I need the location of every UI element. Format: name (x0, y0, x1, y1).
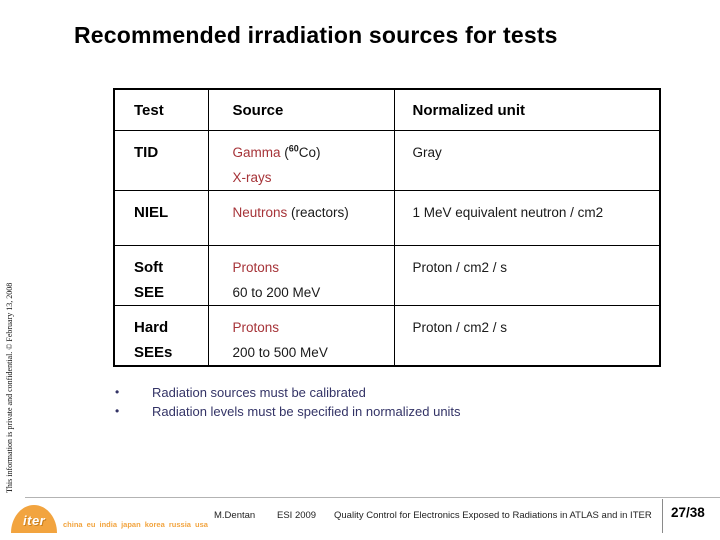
table-header-row: Test Source Normalized unit (113, 88, 661, 131)
table-row-soft-see: Soft SEE Protons 60 to 200 MeV Proton / … (113, 245, 661, 306)
footer-presentation-title: Quality Control for Electronics Exposed … (334, 510, 652, 521)
table-row-tid: TID Gamma (60Co) X-rays Gray (113, 130, 661, 191)
source-cell: Gamma (60Co) X-rays (207, 130, 395, 191)
unit-cell: Proton / cm2 / s (393, 305, 661, 367)
test-cell: TID (113, 130, 209, 191)
confidentiality-note: This information is private and confiden… (5, 282, 14, 493)
table-row-niel: NIEL Neutrons (reactors) 1 MeV equivalen… (113, 190, 661, 246)
source-cell: Protons 60 to 200 MeV (207, 245, 395, 306)
page-number-divider (662, 499, 663, 533)
test-cell: NIEL (113, 190, 209, 246)
bullet-list: • Radiation sources must be calibrated •… (115, 383, 461, 421)
unit-cell: 1 MeV equivalent neutron / cm2 (393, 190, 661, 246)
bullet-item: • Radiation levels must be specified in … (115, 404, 461, 419)
iter-member-states: china eu india japan korea russia usa (63, 520, 208, 529)
footer-author: M.Dentan (214, 510, 256, 521)
bullet-item: • Radiation sources must be calibrated (115, 385, 366, 400)
page-title: Recommended irradiation sources for test… (74, 22, 558, 48)
unit-cell: Proton / cm2 / s (393, 245, 661, 306)
bullet-icon: • (115, 385, 120, 399)
bullet-icon: • (115, 404, 120, 418)
footer-event: ESI 2009 (277, 510, 317, 521)
column-header-normalized-unit: Normalized unit (393, 88, 661, 131)
table-row-hard-sees: Hard SEEs Protons 200 to 500 MeV Proton … (113, 305, 661, 367)
column-header-test: Test (113, 88, 209, 131)
page-number: 27/38 (671, 505, 705, 520)
unit-cell: Gray (393, 130, 661, 191)
column-header-source: Source (207, 88, 395, 131)
footer-divider (25, 497, 720, 498)
source-cell: Neutrons (reactors) (207, 190, 395, 246)
source-cell: Protons 200 to 500 MeV (207, 305, 395, 367)
test-cell: Hard SEEs (113, 305, 209, 367)
test-cell: Soft SEE (113, 245, 209, 306)
iter-logo-text: iter (23, 513, 46, 528)
irradiation-sources-table: Test Source Normalized unit TID Gamma (6… (113, 88, 661, 367)
